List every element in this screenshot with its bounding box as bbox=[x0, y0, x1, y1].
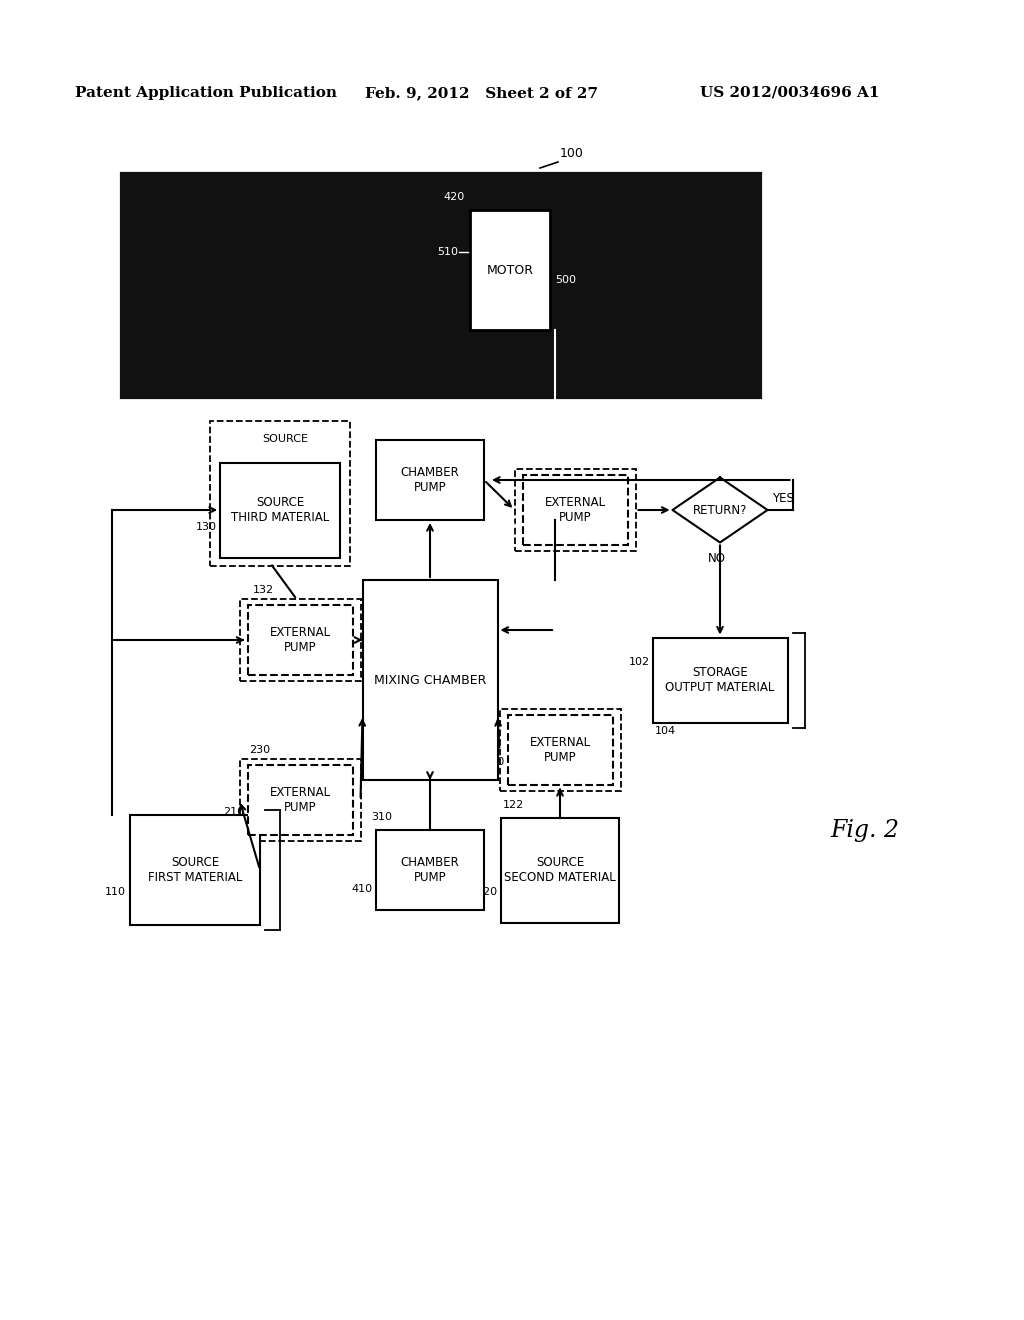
Bar bbox=[118, 170, 763, 400]
Text: 410: 410 bbox=[352, 884, 373, 894]
Bar bbox=[652, 638, 787, 722]
Bar bbox=[362, 579, 498, 780]
Text: STORAGE
OUTPUT MATERIAL: STORAGE OUTPUT MATERIAL bbox=[666, 667, 775, 694]
Text: Patent Application Publication: Patent Application Publication bbox=[75, 86, 337, 100]
Text: SOURCE
FIRST MATERIAL: SOURCE FIRST MATERIAL bbox=[147, 855, 243, 884]
Bar bbox=[210, 421, 350, 565]
Text: CHAMBER
PUMP: CHAMBER PUMP bbox=[400, 466, 460, 494]
Text: 320: 320 bbox=[352, 492, 373, 502]
Text: EXTERNAL
PUMP: EXTERNAL PUMP bbox=[269, 785, 331, 814]
Text: 132: 132 bbox=[253, 585, 273, 595]
Text: 330: 330 bbox=[371, 422, 392, 432]
Bar bbox=[220, 462, 340, 557]
Bar bbox=[500, 709, 621, 791]
Text: 130: 130 bbox=[196, 521, 217, 532]
Bar bbox=[376, 830, 484, 909]
Bar bbox=[248, 766, 352, 836]
Polygon shape bbox=[673, 478, 768, 543]
Text: NO: NO bbox=[708, 553, 726, 565]
Text: 210: 210 bbox=[223, 807, 245, 817]
Text: RETURN?: RETURN? bbox=[693, 503, 748, 516]
Text: Fig. 2: Fig. 2 bbox=[830, 818, 899, 842]
Bar bbox=[240, 599, 360, 681]
Text: 230: 230 bbox=[250, 744, 270, 755]
Text: 220: 220 bbox=[483, 756, 505, 767]
Bar bbox=[130, 814, 260, 925]
Bar bbox=[514, 469, 636, 550]
Text: 102: 102 bbox=[629, 657, 649, 667]
Text: 430: 430 bbox=[499, 517, 519, 527]
Text: SOURCE
SECOND MATERIAL: SOURCE SECOND MATERIAL bbox=[504, 855, 615, 884]
Text: 500: 500 bbox=[558, 430, 579, 440]
Text: SOURCE
THIRD MATERIAL: SOURCE THIRD MATERIAL bbox=[230, 496, 329, 524]
Text: 110: 110 bbox=[105, 887, 126, 898]
Bar bbox=[501, 817, 618, 923]
Text: 112: 112 bbox=[287, 814, 308, 825]
Text: 100: 100 bbox=[560, 147, 584, 160]
Text: 122: 122 bbox=[503, 800, 524, 809]
Text: 310: 310 bbox=[371, 812, 392, 822]
Text: Feb. 9, 2012   Sheet 2 of 27: Feb. 9, 2012 Sheet 2 of 27 bbox=[365, 86, 598, 100]
Text: US 2012/0034696 A1: US 2012/0034696 A1 bbox=[700, 86, 880, 100]
Text: MIXING CHAMBER: MIXING CHAMBER bbox=[374, 673, 486, 686]
Text: EXTERNAL
PUMP: EXTERNAL PUMP bbox=[545, 496, 605, 524]
Text: CHAMBER
PUMP: CHAMBER PUMP bbox=[400, 855, 460, 884]
Text: 420: 420 bbox=[443, 191, 465, 202]
Bar bbox=[508, 715, 612, 785]
Bar bbox=[248, 605, 352, 675]
Text: 120: 120 bbox=[477, 887, 498, 898]
Bar bbox=[118, 170, 763, 400]
Text: SOURCE: SOURCE bbox=[262, 434, 308, 445]
Text: EXTERNAL
PUMP: EXTERNAL PUMP bbox=[529, 737, 591, 764]
Text: YES: YES bbox=[772, 491, 795, 504]
Text: 510: 510 bbox=[437, 247, 458, 257]
Bar bbox=[240, 759, 360, 841]
Bar bbox=[522, 475, 628, 545]
Text: EXTERNAL
PUMP: EXTERNAL PUMP bbox=[269, 626, 331, 653]
Bar bbox=[376, 440, 484, 520]
Text: 500: 500 bbox=[555, 275, 575, 285]
Text: MOTOR: MOTOR bbox=[486, 264, 534, 276]
Bar bbox=[470, 210, 550, 330]
Text: 104: 104 bbox=[654, 726, 676, 737]
